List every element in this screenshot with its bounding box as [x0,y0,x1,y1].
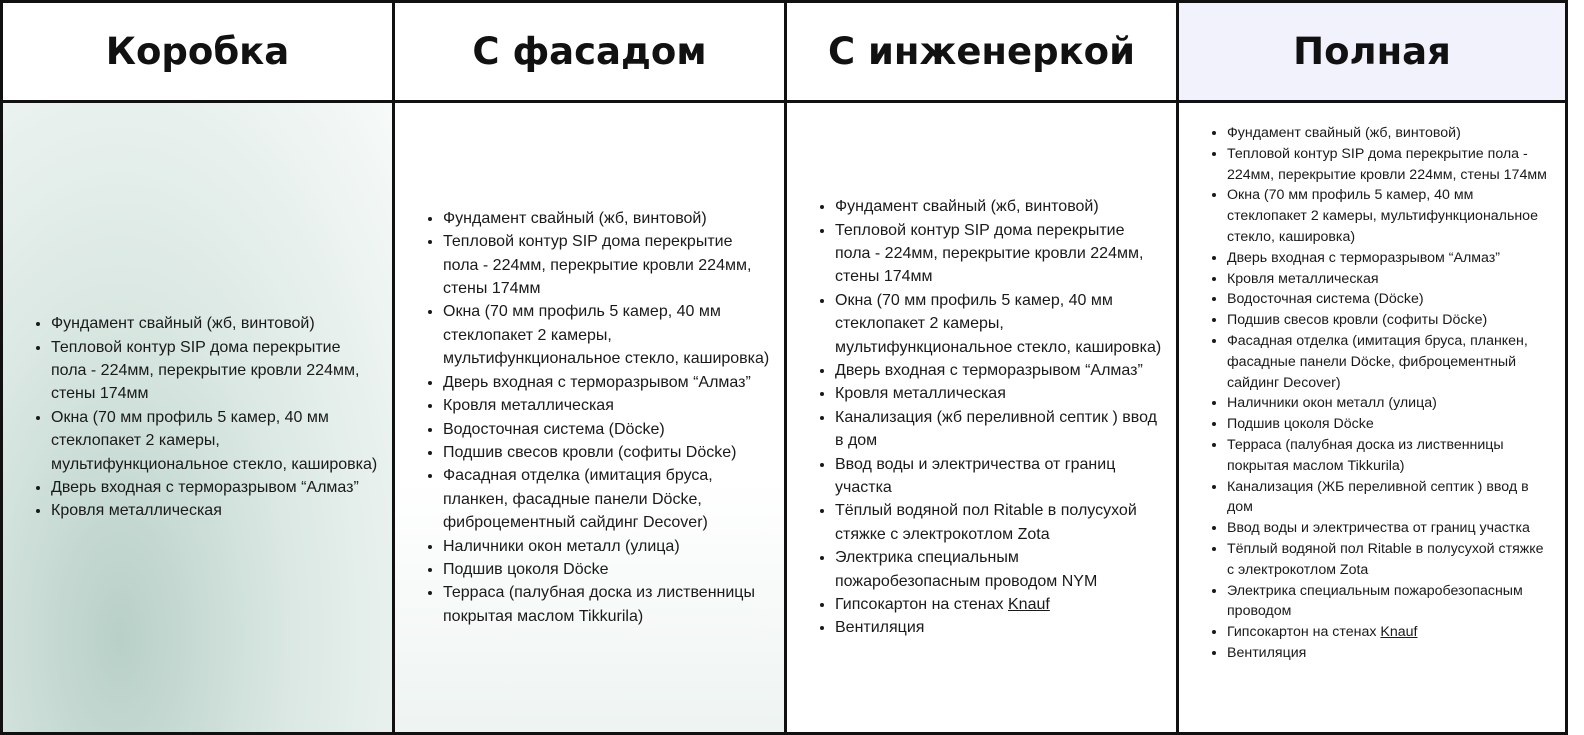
feature-item: Подшив свесов кровли (софиты Döcke) [443,441,770,464]
feature-item: Подшив цоколя Döcke [1227,414,1551,435]
feature-item: Наличники окон металл (улица) [1227,393,1551,414]
package-body: Фундамент свайный (жб, винтовой)Тепловой… [395,103,784,732]
feature-item: Вентиляция [1227,643,1551,664]
feature-item: Фасадная отделка (имитация бруса, планке… [443,464,770,534]
feature-item: Дверь входная с терморазрывом “Алмаз” [1227,248,1551,269]
feature-item: Водосточная система (Döcke) [443,418,770,441]
feature-item: Тепловой контур SIP дома перекрытие пола… [443,230,770,300]
feature-link[interactable]: Knauf [1380,624,1418,641]
feature-item: Кровля металлическая [1227,269,1551,290]
package-column: Коробка Фундамент свайный (жб, винтовой)Т… [3,3,395,732]
feature-item: Фундамент свайный (жб, винтовой) [443,207,770,230]
feature-list: Фундамент свайный (жб, винтовой)Тепловой… [33,312,378,523]
feature-item: Электрика специальным пожаробезопасным п… [835,546,1162,593]
package-title: С инженеркой [787,3,1176,103]
feature-item: Дверь входная с терморазрывом “Алмаз” [51,476,378,499]
feature-item: Подшив цоколя Döcke [443,558,770,581]
feature-item: Тепловой контур SIP дома перекрытие пола… [835,219,1162,289]
feature-item: Терраса (палубная доска из лиственницы п… [443,581,770,628]
feature-list: Фундамент свайный (жб, винтовой)Тепловой… [817,195,1162,640]
feature-item: Канализация (жб переливной септик ) ввод… [835,406,1162,453]
feature-item: Тепловой контур SIP дома перекрытие пола… [1227,144,1551,186]
feature-item: Ввод воды и электричества от границ учас… [835,453,1162,500]
feature-item: Электрика специальным пожаробезопасным п… [1227,581,1551,623]
feature-item: Окна (70 мм профиль 5 камер, 40 мм стекл… [1227,185,1551,247]
feature-item: Фасадная отделка (имитация бруса, планке… [1227,331,1551,393]
package-title: Коробка [3,3,392,103]
feature-text: Гипсокартон на стенах [1227,624,1377,641]
package-body: Фундамент свайный (жб, винтовой)Тепловой… [3,103,392,732]
package-body: Фундамент свайный (жб, винтовой)Тепловой… [787,103,1176,732]
package-body: Фундамент свайный (жб, винтовой)Тепловой… [1179,103,1565,732]
feature-item: Окна (70 мм профиль 5 камер, 40 мм стекл… [835,289,1162,359]
feature-item: Канализация (ЖБ переливной септик ) ввод… [1227,477,1551,519]
feature-item: Кровля металлическая [443,394,770,417]
feature-item: Ввод воды и электричества от границ учас… [1227,518,1551,539]
feature-list: Фундамент свайный (жб, винтовой)Тепловой… [1209,123,1551,664]
feature-item: Окна (70 мм профиль 5 камер, 40 мм стекл… [51,406,378,476]
feature-link[interactable]: Knauf [1008,596,1050,614]
feature-item: Дверь входная с терморазрывом “Алмаз” [835,359,1162,382]
feature-item: Вентиляция [835,616,1162,639]
feature-item: Кровля металлическая [51,499,378,522]
package-column: ПолнаяФундамент свайный (жб, винтовой)Те… [1179,3,1565,732]
feature-item: Тёплый водяной пол Ritable в полусухой с… [835,499,1162,546]
feature-item: Водосточная система (Döcke) [1227,289,1551,310]
package-title: Полная [1179,3,1565,103]
feature-item: Фундамент свайный (жб, винтовой) [1227,123,1551,144]
feature-item: Фундамент свайный (жб, винтовой) [835,195,1162,218]
feature-item: Дверь входная с терморазрывом “Алмаз” [443,371,770,394]
feature-item: Подшив свесов кровли (софиты Döcke) [1227,310,1551,331]
feature-item: Терраса (палубная доска из лиственницы п… [1227,435,1551,477]
feature-item: Тёплый водяной пол Ritable в полусухой с… [1227,539,1551,581]
feature-item: Кровля металлическая [835,382,1162,405]
package-title: С фасадом [395,3,784,103]
feature-item: Тепловой контур SIP дома перекрытие пола… [51,336,378,406]
feature-item: Фундамент свайный (жб, винтовой) [51,312,378,335]
package-column: С фасадом Фундамент свайный (жб, винтовой… [395,3,787,732]
feature-text: Гипсокартон на стенах [835,596,1004,614]
feature-item: Наличники окон металл (улица) [443,535,770,558]
feature-item: Окна (70 мм профиль 5 камер, 40 мм стекл… [443,300,770,370]
package-column: С инженеркой Фундамент свайный (жб, винто… [787,3,1179,732]
feature-list: Фундамент свайный (жб, винтовой)Тепловой… [425,207,770,628]
